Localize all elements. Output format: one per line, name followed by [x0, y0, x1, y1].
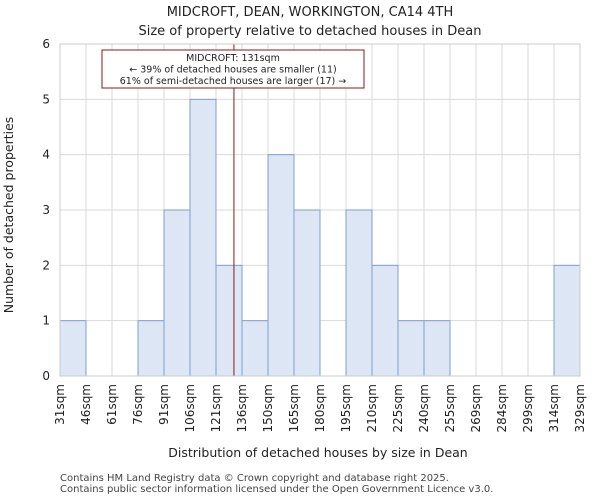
- y-tick-label: 1: [42, 314, 50, 328]
- x-tick-label: 240sqm: [417, 384, 431, 432]
- marker: MIDCROFT: 131sqm← 39% of detached houses…: [101, 44, 365, 376]
- x-axis-label: Distribution of detached houses by size …: [168, 445, 467, 460]
- x-tick-label: 121sqm: [209, 384, 223, 432]
- bar: [371, 264, 399, 377]
- x-tick-label: 269sqm: [469, 384, 483, 432]
- x-tick-label: 180sqm: [313, 384, 327, 432]
- x-tick-label: 195sqm: [339, 384, 353, 432]
- plot-area-frame: [59, 43, 581, 377]
- chart-title: MIDCROFT, DEAN, WORKINGTON, CA14 4TH: [167, 5, 454, 20]
- bar: [137, 320, 165, 377]
- y-tick-label: 4: [42, 148, 50, 162]
- y-axis-label: Number of detached properties: [1, 117, 16, 314]
- bar: [241, 320, 269, 377]
- y-tick-label: 0: [42, 369, 50, 383]
- footer-line-1: Contains HM Land Registry data © Crown c…: [60, 473, 449, 484]
- footer-line-2: Contains public sector information licen…: [60, 484, 494, 495]
- x-tick-label: 91sqm: [157, 384, 171, 425]
- annotation-line: 61% of semi-detached houses are larger (…: [120, 76, 347, 87]
- bar: [553, 264, 581, 377]
- annotation-box: [101, 49, 365, 89]
- annotation-line: MIDCROFT: 131sqm: [186, 53, 280, 64]
- bar: [293, 209, 321, 377]
- y-tick-label: 3: [42, 203, 50, 217]
- x-tick-label: 329sqm: [573, 384, 587, 432]
- x-tick-label: 255sqm: [443, 384, 457, 432]
- bar: [397, 320, 425, 377]
- x-tick-label: 314sqm: [547, 384, 561, 432]
- bar: [59, 320, 87, 377]
- bar: [163, 209, 191, 377]
- y-tick-label: 2: [42, 258, 50, 272]
- bar: [345, 209, 373, 377]
- x-tick-label: 76sqm: [131, 384, 145, 425]
- y-tick-label: 5: [42, 92, 50, 106]
- x-tick-label: 61sqm: [105, 384, 119, 425]
- x-tick-label: 225sqm: [391, 384, 405, 432]
- bar: [215, 264, 243, 377]
- y-ticks: 0 1 2 3 4 5 6: [42, 37, 50, 383]
- x-tick-label: 299sqm: [521, 384, 535, 432]
- bar: [267, 154, 295, 377]
- x-tick-label: 136sqm: [235, 384, 249, 432]
- x-tick-label: 284sqm: [495, 384, 509, 432]
- x-ticks: 31sqm 46sqm 61sqm 76sqm 91sqm 106sqm 121sqm 136…: [53, 384, 587, 432]
- y-tick-label: 6: [42, 37, 50, 51]
- annotation-line: ← 39% of detached houses are smaller (11…: [129, 65, 336, 76]
- x-tick-label: 31sqm: [53, 384, 67, 425]
- x-tick-label: 150sqm: [261, 384, 275, 432]
- x-tick-label: 106sqm: [183, 384, 197, 432]
- bars: [59, 98, 581, 377]
- bar: [423, 320, 451, 377]
- bar: [189, 98, 217, 377]
- x-tick-label: 46sqm: [79, 384, 93, 425]
- chart-subtitle: Size of property relative to detached ho…: [138, 24, 481, 39]
- x-tick-label: 165sqm: [287, 384, 301, 432]
- x-tick-label: 210sqm: [365, 384, 379, 432]
